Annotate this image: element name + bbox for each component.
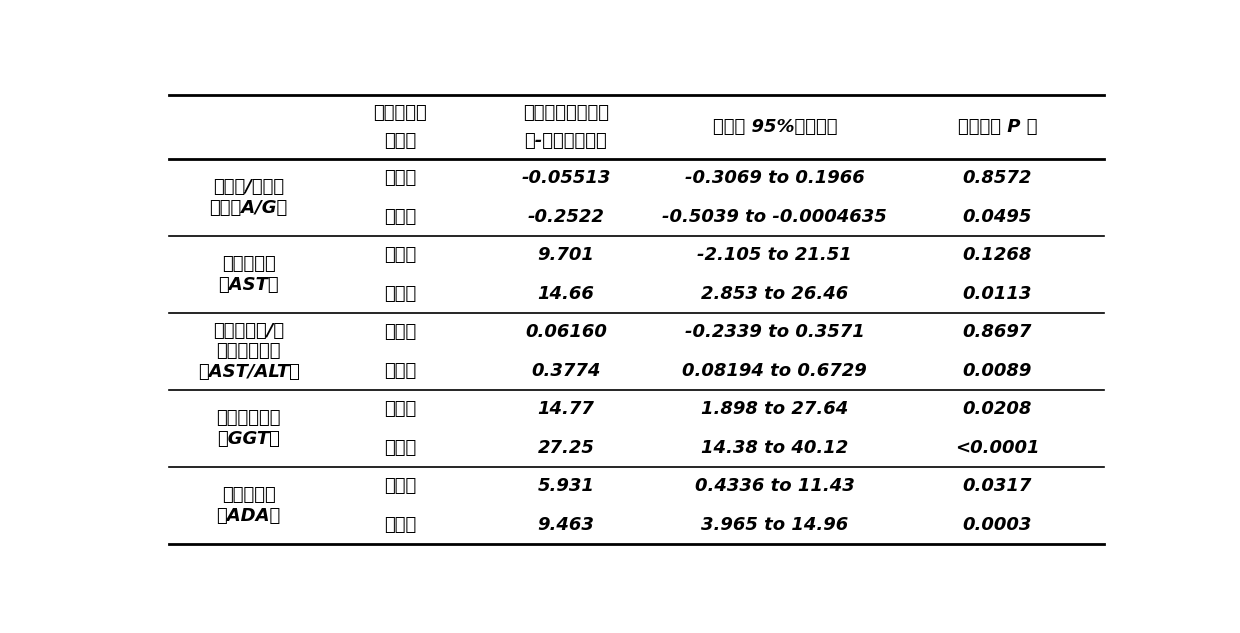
- Text: 治疗后: 治疗后: [384, 285, 417, 303]
- Text: 0.0113: 0.0113: [962, 285, 1032, 303]
- Text: 5.931: 5.931: [537, 477, 594, 495]
- Text: 谷胺酰转肽酶
（GGT）: 谷胺酰转肽酶 （GGT）: [217, 409, 281, 448]
- Text: 0.3774: 0.3774: [531, 361, 600, 380]
- Text: 组-沙利度胺组）: 组-沙利度胺组）: [525, 132, 608, 150]
- Text: 谷草转氨酶/谷
丙转氨酶比值
（AST/ALT）: 谷草转氨酶/谷 丙转氨酶比值 （AST/ALT）: [197, 322, 300, 381]
- Text: 治疗后: 治疗后: [384, 361, 417, 380]
- Text: 试项目: 试项目: [384, 132, 417, 150]
- Text: -2.105 to 21.51: -2.105 to 21.51: [697, 246, 852, 264]
- Text: 治疗前: 治疗前: [384, 323, 417, 341]
- Text: 0.06160: 0.06160: [525, 323, 606, 341]
- Text: 14.66: 14.66: [537, 285, 594, 303]
- Text: 1.898 to 27.64: 1.898 to 27.64: [702, 400, 848, 418]
- Text: 9.463: 9.463: [537, 516, 594, 534]
- Text: 白蛋白/球蛋白
比值（A/G）: 白蛋白/球蛋白 比值（A/G）: [210, 178, 288, 216]
- Text: 治疗前: 治疗前: [384, 400, 417, 418]
- Text: 谷草转氨酶
（AST）: 谷草转氨酶 （AST）: [218, 255, 279, 294]
- Text: 0.4336 to 11.43: 0.4336 to 11.43: [694, 477, 854, 495]
- Text: 2.853 to 26.46: 2.853 to 26.46: [702, 285, 848, 303]
- Text: 治疗后: 治疗后: [384, 208, 417, 225]
- Text: 治疗前: 治疗前: [384, 246, 417, 264]
- Text: 0.8572: 0.8572: [962, 169, 1032, 187]
- Text: 0.0089: 0.0089: [962, 361, 1032, 380]
- Text: 平均差异（安慰剂: 平均差异（安慰剂: [523, 104, 609, 123]
- Text: 0.08194 to 0.6729: 0.08194 to 0.6729: [682, 361, 867, 380]
- Text: 14.38 to 40.12: 14.38 to 40.12: [702, 439, 848, 456]
- Text: 调整后的 P 值: 调整后的 P 值: [957, 118, 1037, 136]
- Text: 0.1268: 0.1268: [962, 246, 1032, 264]
- Text: -0.5039 to -0.0004635: -0.5039 to -0.0004635: [662, 208, 888, 225]
- Text: 治疗后: 治疗后: [384, 516, 417, 534]
- Text: 9.701: 9.701: [537, 246, 594, 264]
- Text: 0.8697: 0.8697: [962, 323, 1032, 341]
- Text: 腺苷脱氨酶
（ADA）: 腺苷脱氨酶 （ADA）: [217, 486, 280, 525]
- Text: 治疗后: 治疗后: [384, 439, 417, 456]
- Text: 治疗前: 治疗前: [384, 169, 417, 187]
- Text: 治疗前: 治疗前: [384, 477, 417, 495]
- Text: -0.3069 to 0.1966: -0.3069 to 0.1966: [684, 169, 864, 187]
- Text: -0.2522: -0.2522: [527, 208, 604, 225]
- Text: 0.0495: 0.0495: [962, 208, 1032, 225]
- Text: 0.0003: 0.0003: [962, 516, 1032, 534]
- Text: -0.05513: -0.05513: [521, 169, 610, 187]
- Text: 3.965 to 14.96: 3.965 to 14.96: [702, 516, 848, 534]
- Text: 0.0317: 0.0317: [962, 477, 1032, 495]
- Text: 0.0208: 0.0208: [962, 400, 1032, 418]
- Text: 27.25: 27.25: [537, 439, 594, 456]
- Text: 多重比较测: 多重比较测: [373, 104, 427, 123]
- Text: 14.77: 14.77: [537, 400, 594, 418]
- Text: -0.2339 to 0.3571: -0.2339 to 0.3571: [684, 323, 864, 341]
- Text: 差异的 95%可信区间: 差异的 95%可信区间: [713, 118, 837, 136]
- Text: <0.0001: <0.0001: [955, 439, 1039, 456]
